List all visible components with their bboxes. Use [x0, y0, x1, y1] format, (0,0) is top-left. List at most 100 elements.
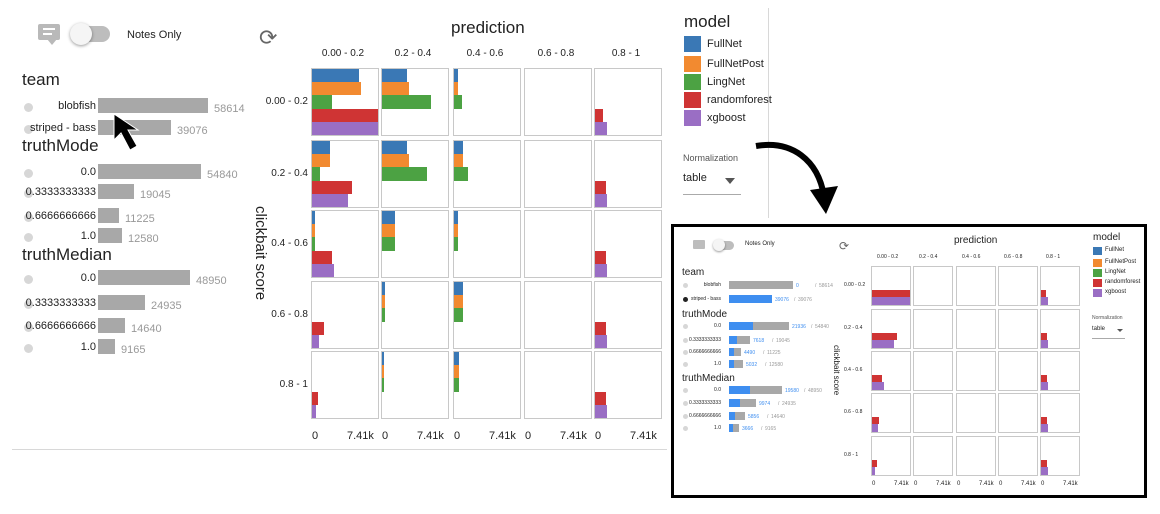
- filter-row-bar[interactable]: [98, 270, 190, 285]
- inset-bar-randomforest[interactable]: [872, 332, 897, 341]
- row-checkbox[interactable]: [24, 275, 33, 284]
- bar-LingNet[interactable]: [382, 167, 427, 181]
- inset-row-total-bar[interactable]: [729, 412, 745, 420]
- inset-bar-randomforest[interactable]: [1041, 289, 1046, 298]
- inset-bar-randomforest[interactable]: [1041, 416, 1048, 425]
- normalization-select[interactable]: table: [683, 172, 741, 195]
- bar-FullNet[interactable]: [382, 141, 407, 155]
- bar-xgboost[interactable]: [312, 121, 378, 135]
- bar-FullNet[interactable]: [312, 211, 315, 225]
- bar-LingNet[interactable]: [382, 378, 384, 392]
- bar-FullNetPost[interactable]: [454, 365, 460, 379]
- inset-bar-randomforest[interactable]: [1041, 459, 1048, 468]
- inset-row-total-bar[interactable]: [729, 424, 739, 432]
- inset-normalization-select[interactable]: table: [1092, 326, 1125, 339]
- inset-row-selected-bar[interactable]: [729, 336, 737, 344]
- bar-FullNet[interactable]: [382, 69, 407, 83]
- bar-randomforest[interactable]: [312, 250, 333, 264]
- filter-row-bar[interactable]: [98, 318, 125, 333]
- filter-row-bar[interactable]: [98, 295, 145, 310]
- bar-xgboost[interactable]: [595, 404, 608, 418]
- bar-randomforest[interactable]: [595, 180, 606, 194]
- bar-FullNetPost[interactable]: [454, 82, 458, 96]
- filter-row-bar[interactable]: [98, 184, 134, 199]
- inset-row-checkbox[interactable]: [683, 283, 688, 288]
- bar-LingNet[interactable]: [454, 378, 460, 392]
- row-checkbox[interactable]: [24, 189, 33, 198]
- bar-FullNet[interactable]: [454, 141, 463, 155]
- inset-bar-randomforest[interactable]: [872, 416, 879, 425]
- bar-FullNet[interactable]: [382, 282, 385, 296]
- inset-bar-randomforest[interactable]: [872, 289, 910, 298]
- bar-LingNet[interactable]: [454, 308, 463, 322]
- inset-row-checkbox[interactable]: [683, 324, 688, 329]
- inset-row-total-bar[interactable]: [729, 386, 782, 394]
- filter-row-bar[interactable]: [98, 98, 208, 113]
- bar-FullNetPost[interactable]: [454, 154, 463, 168]
- bar-randomforest[interactable]: [312, 391, 319, 405]
- bar-randomforest[interactable]: [595, 321, 606, 335]
- bar-LingNet[interactable]: [312, 95, 333, 109]
- inset-bar-randomforest[interactable]: [872, 374, 883, 383]
- inset-refresh-icon[interactable]: ⟳: [839, 239, 850, 253]
- inset-bar-xgboost[interactable]: [872, 424, 879, 432]
- row-checkbox[interactable]: [24, 125, 33, 134]
- inset-row-selected-bar[interactable]: [729, 360, 734, 368]
- bar-randomforest[interactable]: [595, 250, 606, 264]
- bar-FullNet[interactable]: [454, 69, 458, 83]
- bar-LingNet[interactable]: [454, 167, 469, 181]
- inset-row-checkbox[interactable]: [683, 350, 688, 355]
- inset-row-total-bar[interactable]: [729, 322, 789, 330]
- inset-bar-xgboost[interactable]: [1041, 467, 1049, 475]
- bar-FullNetPost[interactable]: [454, 224, 459, 238]
- bar-FullNetPost[interactable]: [312, 154, 330, 168]
- bar-FullNetPost[interactable]: [382, 224, 396, 238]
- inset-bar-xgboost[interactable]: [872, 297, 910, 305]
- inset-bar-xgboost[interactable]: [1041, 424, 1049, 432]
- filter-row-bar[interactable]: [98, 228, 122, 243]
- inset-row-selected-bar[interactable]: [729, 322, 753, 330]
- inset-row-checkbox[interactable]: [683, 338, 688, 343]
- bar-LingNet[interactable]: [312, 167, 321, 181]
- inset-row-total-bar[interactable]: [729, 336, 750, 344]
- row-checkbox[interactable]: [24, 213, 33, 222]
- bar-randomforest[interactable]: [595, 108, 604, 122]
- inset-row-checkbox[interactable]: [683, 414, 688, 419]
- inset-row-total-bar[interactable]: [729, 399, 756, 407]
- inset-row-selected-bar[interactable]: [729, 386, 750, 394]
- bar-LingNet[interactable]: [454, 95, 463, 109]
- inset-row-selected-bar[interactable]: [729, 295, 772, 303]
- bar-FullNet[interactable]: [382, 352, 384, 366]
- row-checkbox[interactable]: [24, 300, 33, 309]
- inset-comment-icon[interactable]: [693, 240, 705, 249]
- inset-row-checkbox[interactable]: [683, 388, 688, 393]
- inset-bar-xgboost[interactable]: [1041, 297, 1048, 305]
- bar-xgboost[interactable]: [312, 193, 348, 207]
- comment-icon[interactable]: [38, 24, 60, 45]
- filter-row-bar[interactable]: [98, 164, 201, 179]
- bar-LingNet[interactable]: [454, 237, 459, 251]
- inset-bar-xgboost[interactable]: [872, 340, 894, 348]
- bar-LingNet[interactable]: [312, 237, 315, 251]
- row-checkbox[interactable]: [24, 344, 33, 353]
- inset-row-selected-bar[interactable]: [729, 399, 740, 407]
- inset-bar-randomforest[interactable]: [1041, 374, 1048, 383]
- filter-row-bar[interactable]: [98, 208, 119, 223]
- row-checkbox[interactable]: [24, 323, 33, 332]
- inset-row-total-bar[interactable]: [729, 281, 793, 289]
- inset-row-checkbox[interactable]: [683, 426, 688, 431]
- inset-bar-xgboost[interactable]: [1041, 340, 1049, 348]
- inset-bar-xgboost[interactable]: [1041, 382, 1049, 390]
- row-checkbox[interactable]: [24, 169, 33, 178]
- bar-FullNet[interactable]: [454, 352, 460, 366]
- bar-LingNet[interactable]: [382, 308, 385, 322]
- bar-FullNet[interactable]: [312, 141, 330, 155]
- bar-xgboost[interactable]: [595, 193, 608, 207]
- refresh-icon[interactable]: ⟳: [259, 25, 278, 50]
- inset-row-selected-bar[interactable]: [729, 424, 733, 432]
- bar-xgboost[interactable]: [595, 263, 608, 277]
- bar-FullNet[interactable]: [454, 282, 463, 296]
- inset-row-total-bar[interactable]: [729, 360, 743, 368]
- bar-xgboost[interactable]: [595, 121, 607, 135]
- bar-FullNetPost[interactable]: [312, 82, 361, 96]
